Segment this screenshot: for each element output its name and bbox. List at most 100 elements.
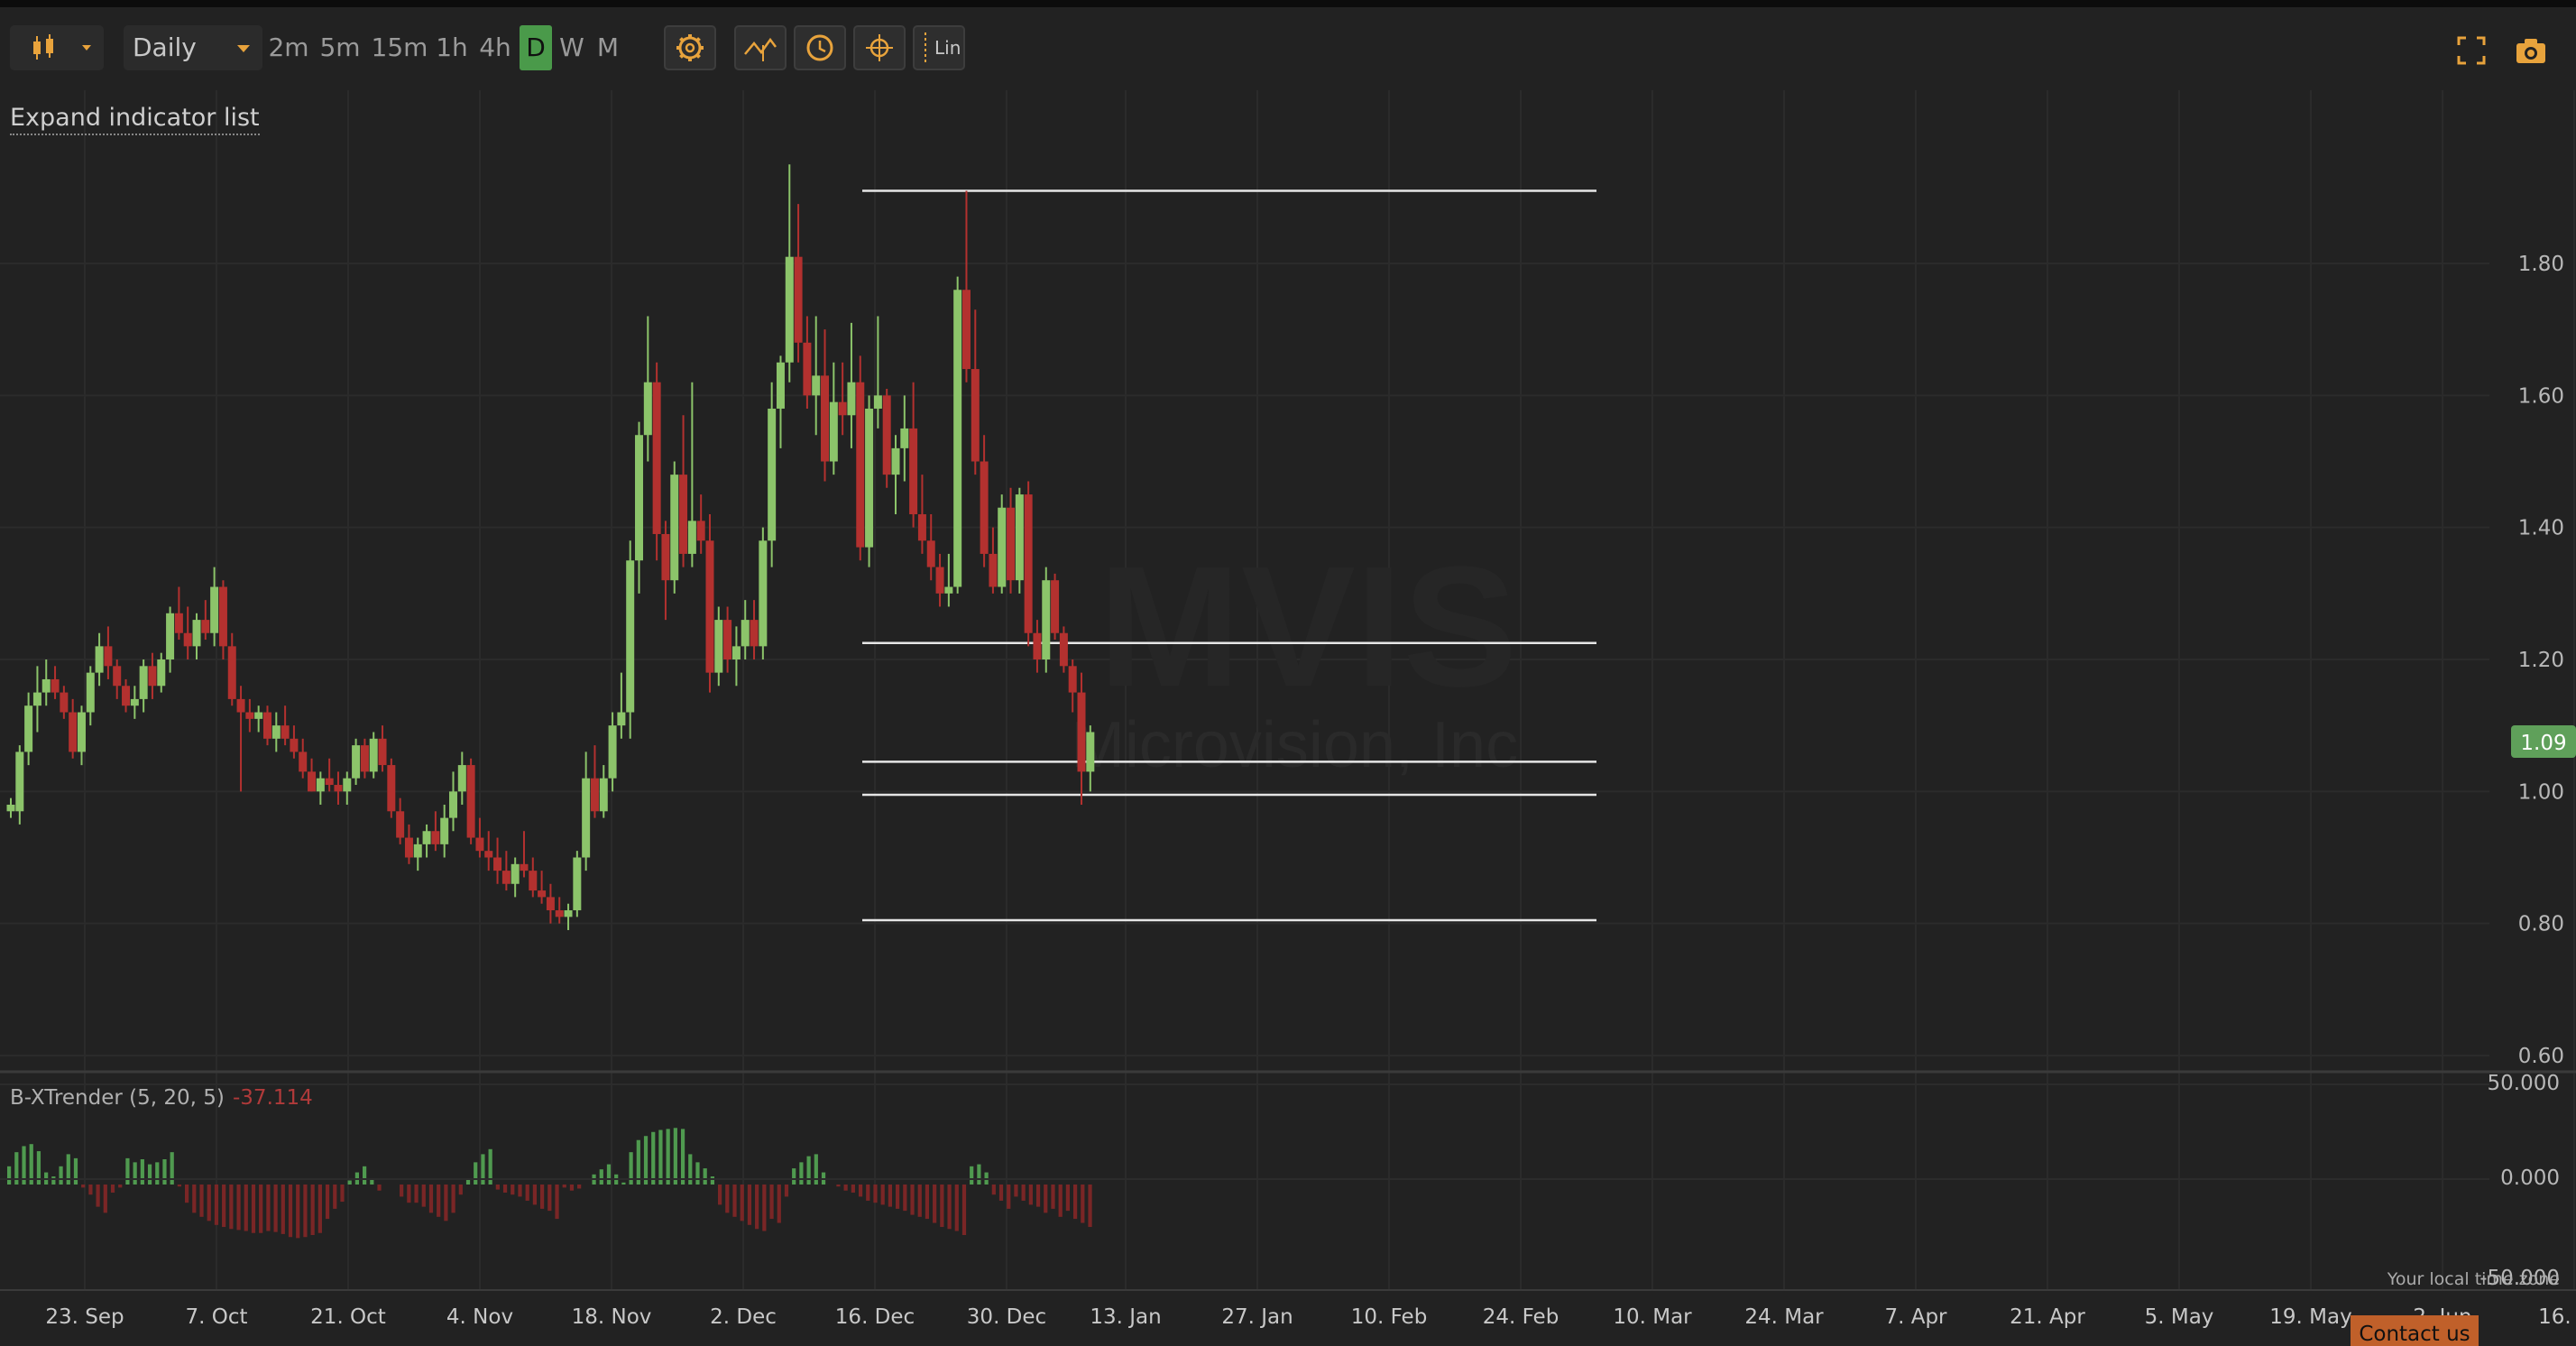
candle [104, 626, 113, 679]
watermark-company: Microvision, Inc [1071, 709, 1518, 781]
histogram-bar [36, 1151, 41, 1185]
candle [378, 725, 387, 772]
histogram-bar [207, 1185, 211, 1222]
time-tick-label: 10. Feb [1351, 1305, 1428, 1329]
price-tag-bg [2511, 725, 2576, 758]
time-tick-label: 19. May [2269, 1305, 2351, 1329]
candle [917, 475, 926, 554]
candle [449, 771, 457, 832]
interval-1h[interactable]: 1h [436, 32, 468, 62]
histogram-bar [777, 1185, 781, 1223]
candle [174, 586, 183, 641]
candle [1024, 481, 1033, 647]
histogram-bar [747, 1185, 752, 1225]
histogram-bar [370, 1179, 374, 1185]
histogram-bar [444, 1185, 448, 1222]
histogram-bar [377, 1185, 382, 1191]
lin-scale-button[interactable]: Lin [913, 25, 965, 70]
histogram-bar [896, 1185, 900, 1209]
candle [404, 824, 413, 864]
candle [980, 435, 989, 567]
histogram-bar [281, 1185, 285, 1234]
interval-d[interactable]: D [520, 25, 552, 70]
candle [183, 606, 192, 659]
candle [998, 494, 1007, 594]
histogram-bar [970, 1166, 974, 1185]
candle [122, 678, 131, 713]
crosshair-icon [866, 34, 893, 61]
candle [218, 580, 227, 659]
settings-button[interactable] [664, 25, 716, 70]
candle [847, 322, 856, 448]
candle [953, 276, 962, 594]
candle [900, 395, 909, 482]
candle [422, 824, 431, 858]
time-tick-label: 7. Apr [1884, 1305, 1947, 1329]
time-tick-label: 7. Oct [185, 1305, 247, 1329]
candle [838, 362, 847, 436]
candle [1015, 487, 1024, 594]
interval-2m[interactable]: 2m [268, 32, 309, 62]
interval-5m[interactable]: 5m [319, 32, 361, 62]
histogram-bar [347, 1180, 352, 1185]
histogram-bar [1051, 1185, 1055, 1209]
histogram-bar [540, 1185, 545, 1209]
chart-type-select[interactable] [10, 25, 104, 70]
histogram-bar [51, 1176, 56, 1185]
camera-icon[interactable] [2513, 32, 2549, 69]
candle [944, 553, 953, 607]
histogram-bar [451, 1185, 455, 1213]
price-tick-label: 0.80 [2518, 913, 2564, 936]
histogram-bar [1044, 1185, 1048, 1213]
histogram-bar [400, 1185, 404, 1197]
indicator-axis: 50.000 0.000 -50.000 [0, 1072, 2560, 1290]
time-tick-label: 2. Dec [710, 1305, 777, 1329]
histogram-bar [110, 1185, 115, 1193]
fullscreen-icon[interactable] [2453, 32, 2489, 69]
expand-indicator-link[interactable]: Expand indicator list [10, 103, 260, 135]
histogram-bar [651, 1131, 656, 1185]
candle [254, 705, 263, 733]
price-tick-label: 1.00 [2518, 780, 2564, 804]
histogram-bar [73, 1157, 78, 1185]
histogram-bar [1028, 1185, 1033, 1205]
candle [316, 771, 325, 805]
candle [262, 705, 271, 746]
interval-4h[interactable]: 4h [479, 32, 511, 62]
histogram-bar [851, 1185, 855, 1193]
candle [95, 632, 104, 687]
histogram-bar [518, 1185, 522, 1197]
candle [882, 389, 891, 488]
histogram-bar [658, 1129, 663, 1185]
candle [538, 871, 547, 904]
candle [466, 758, 475, 844]
crosshair-button[interactable] [853, 25, 906, 70]
histogram-bar [710, 1176, 715, 1185]
drawing-tools-button[interactable] [734, 25, 787, 70]
grid-lines [0, 90, 2575, 1290]
candle [501, 851, 511, 891]
histogram-bar [991, 1185, 996, 1195]
histogram-bar [562, 1185, 566, 1188]
contact-us-button[interactable]: Contact us [2351, 1315, 2479, 1346]
histogram-bar [414, 1185, 419, 1203]
histogram-bar [947, 1185, 952, 1230]
histogram-bar [162, 1159, 167, 1185]
candle [794, 204, 803, 363]
candle [643, 316, 652, 462]
time-tick-label: 24. Feb [1483, 1305, 1559, 1329]
period-select[interactable]: Daily [124, 25, 262, 70]
contact-label: Contact us [2359, 1323, 2470, 1346]
candle [41, 659, 51, 706]
candles [6, 164, 1095, 930]
histogram-bar [66, 1154, 70, 1185]
interval-m[interactable]: M [596, 32, 620, 62]
candle [608, 712, 617, 792]
candle [679, 415, 688, 567]
interval-15m[interactable]: 15m [371, 32, 428, 62]
time-button[interactable] [794, 25, 846, 70]
histogram-bar [910, 1185, 915, 1215]
interval-w[interactable]: W [559, 32, 584, 62]
price-axis: 0.60 0.80 1.00 1.20 1.40 1.60 1.80 [2518, 253, 2564, 1068]
